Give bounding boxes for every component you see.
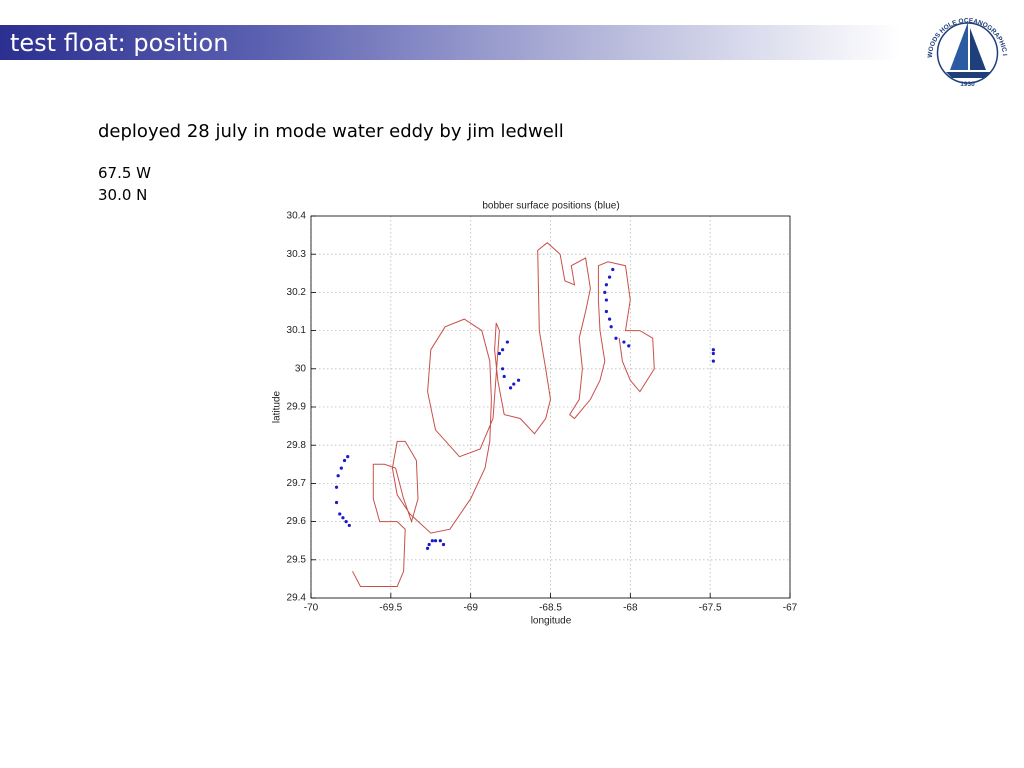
- y-tick-label: 29.7: [287, 478, 307, 489]
- y-tick-label: 30.4: [287, 211, 307, 222]
- position-point: [604, 298, 608, 302]
- position-point: [607, 317, 612, 321]
- position-point: [427, 542, 431, 547]
- position-point: [505, 340, 509, 344]
- y-tick-label: 30: [295, 363, 307, 374]
- y-tick-label: 30.1: [287, 325, 307, 336]
- position-point: [604, 283, 608, 287]
- position-point: [336, 474, 340, 478]
- position-point: [339, 466, 343, 470]
- position-point: [711, 351, 715, 356]
- position-point: [603, 290, 607, 294]
- y-tick-label: 30.3: [287, 249, 307, 260]
- x-axis-label: longitude: [531, 616, 572, 627]
- position-point: [501, 348, 505, 352]
- logo: WOODS HOLE OCEANOGRAPHIC INSTITUTION 193…: [920, 8, 1008, 88]
- y-tick-label: 30.2: [287, 287, 307, 298]
- body-text: deployed 28 july in mode water eddy by j…: [98, 121, 564, 142]
- y-tick-label: 29.4: [287, 593, 307, 604]
- y-tick-label: 29.5: [287, 554, 307, 565]
- plot-area: [311, 216, 790, 598]
- track-line: [352, 242, 655, 587]
- x-tick-label: -67.5: [699, 603, 722, 614]
- position-point: [433, 539, 438, 543]
- position-point: [497, 351, 502, 356]
- position-point: [711, 359, 715, 363]
- y-tick-label: 29.9: [287, 402, 307, 413]
- slide-title: test float: position: [10, 29, 229, 57]
- body-text: 30.0 N: [98, 186, 148, 204]
- position-point: [347, 523, 351, 528]
- chart-title: bobber surface positions (blue): [482, 201, 619, 212]
- y-tick-label: 29.8: [287, 440, 307, 451]
- x-tick-label: -70: [304, 603, 319, 614]
- position-point: [334, 500, 339, 505]
- position-point: [622, 340, 626, 344]
- position-point: [334, 485, 339, 489]
- logo-sail: [950, 22, 968, 70]
- position-point: [508, 386, 513, 390]
- logo-hull: [946, 72, 990, 78]
- position-point: [614, 336, 618, 340]
- position-point: [501, 367, 505, 371]
- position-point: [502, 374, 506, 379]
- logo-sail: [970, 28, 986, 70]
- position-point: [341, 516, 345, 520]
- position-point: [441, 542, 446, 547]
- position-point: [425, 546, 430, 550]
- title-banner: [0, 25, 1024, 60]
- position-point: [346, 455, 350, 459]
- position-point: [711, 348, 715, 352]
- logo-year: 1930: [960, 81, 975, 88]
- position-point: [607, 275, 612, 279]
- position-point: [611, 267, 615, 272]
- position-point: [438, 539, 442, 543]
- x-tick-label: -69: [463, 603, 478, 614]
- position-point: [516, 378, 521, 382]
- position-point: [627, 344, 631, 348]
- x-tick-label: -68.5: [539, 603, 562, 614]
- y-tick-label: 29.6: [287, 516, 307, 527]
- body-text: 67.5 W: [98, 164, 151, 182]
- position-point: [338, 512, 342, 516]
- y-axis-label: latitude: [272, 390, 283, 423]
- position-point: [512, 382, 516, 386]
- x-tick-label: -67: [783, 603, 798, 614]
- position-point: [344, 520, 348, 524]
- plot-frame: [310, 215, 791, 599]
- position-point: [430, 539, 434, 543]
- x-tick-label: -69.5: [379, 603, 402, 614]
- position-point: [342, 458, 347, 463]
- x-tick-label: -68: [623, 603, 638, 614]
- position-point: [604, 309, 608, 314]
- position-point: [609, 325, 613, 329]
